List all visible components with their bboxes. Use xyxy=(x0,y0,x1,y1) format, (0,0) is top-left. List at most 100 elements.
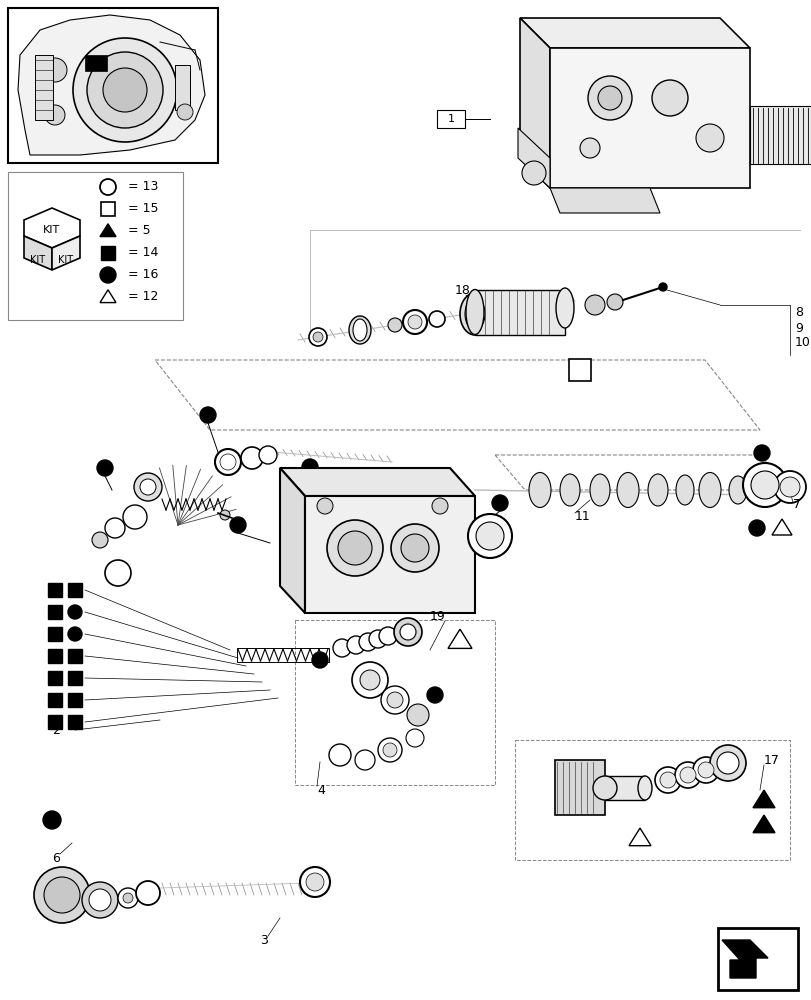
Bar xyxy=(48,605,62,619)
Circle shape xyxy=(779,477,799,497)
Circle shape xyxy=(312,332,323,342)
Bar xyxy=(48,627,62,641)
Text: 2: 2 xyxy=(52,724,60,736)
Polygon shape xyxy=(448,629,471,648)
Text: 4: 4 xyxy=(316,784,324,796)
Circle shape xyxy=(378,738,401,762)
Ellipse shape xyxy=(556,288,573,328)
Circle shape xyxy=(314,482,336,504)
Text: 11: 11 xyxy=(574,510,590,522)
Circle shape xyxy=(333,639,350,657)
Ellipse shape xyxy=(349,316,371,344)
Polygon shape xyxy=(100,224,116,237)
Circle shape xyxy=(97,460,113,476)
Ellipse shape xyxy=(465,298,484,330)
Bar xyxy=(68,715,82,729)
Text: = 5: = 5 xyxy=(128,225,150,237)
Polygon shape xyxy=(721,940,767,978)
Polygon shape xyxy=(52,236,80,270)
Circle shape xyxy=(135,881,160,905)
Polygon shape xyxy=(24,236,52,270)
Bar xyxy=(8,172,182,320)
Circle shape xyxy=(748,520,764,536)
Circle shape xyxy=(467,514,512,558)
Circle shape xyxy=(753,445,769,461)
Bar xyxy=(101,246,115,260)
Text: = 15: = 15 xyxy=(128,202,158,216)
Bar xyxy=(569,359,590,381)
Polygon shape xyxy=(24,208,80,248)
Bar xyxy=(35,55,53,120)
Ellipse shape xyxy=(728,476,746,504)
Circle shape xyxy=(679,767,695,783)
Text: 18: 18 xyxy=(454,284,470,296)
Circle shape xyxy=(521,161,545,185)
Circle shape xyxy=(380,686,409,714)
Circle shape xyxy=(241,447,263,469)
Circle shape xyxy=(220,454,236,470)
Polygon shape xyxy=(771,519,791,535)
Ellipse shape xyxy=(460,293,489,335)
Circle shape xyxy=(428,311,444,327)
Text: = 14: = 14 xyxy=(128,246,158,259)
Text: 17: 17 xyxy=(763,754,779,766)
Ellipse shape xyxy=(647,474,667,506)
Bar xyxy=(48,715,62,729)
Bar xyxy=(474,290,564,335)
Circle shape xyxy=(43,811,61,829)
Polygon shape xyxy=(519,18,549,188)
Text: 3: 3 xyxy=(260,934,268,946)
Polygon shape xyxy=(752,790,774,808)
Bar xyxy=(8,8,217,163)
Circle shape xyxy=(750,471,778,499)
Circle shape xyxy=(122,893,133,903)
Ellipse shape xyxy=(637,776,651,800)
Circle shape xyxy=(100,267,116,283)
Circle shape xyxy=(659,283,666,291)
Circle shape xyxy=(358,633,376,651)
Polygon shape xyxy=(18,15,204,155)
Polygon shape xyxy=(100,290,116,303)
Circle shape xyxy=(431,498,448,514)
Text: 8: 8 xyxy=(794,306,802,320)
Text: 1: 1 xyxy=(447,114,454,124)
Circle shape xyxy=(597,86,621,110)
Bar xyxy=(237,648,328,662)
Polygon shape xyxy=(629,828,650,846)
Bar xyxy=(604,776,644,800)
Bar xyxy=(48,693,62,707)
Circle shape xyxy=(709,745,745,781)
Circle shape xyxy=(299,867,329,897)
Circle shape xyxy=(407,315,422,329)
Circle shape xyxy=(73,38,177,142)
Circle shape xyxy=(259,446,277,464)
Text: 9: 9 xyxy=(794,322,802,334)
Text: = 16: = 16 xyxy=(128,268,158,282)
Circle shape xyxy=(491,495,508,511)
Circle shape xyxy=(43,58,67,82)
Circle shape xyxy=(354,750,375,770)
Circle shape xyxy=(607,294,622,310)
Polygon shape xyxy=(517,128,549,188)
Circle shape xyxy=(692,757,718,783)
Circle shape xyxy=(306,873,324,891)
Bar xyxy=(68,693,82,707)
Text: KIT: KIT xyxy=(43,225,61,235)
Circle shape xyxy=(89,889,111,911)
Text: 6: 6 xyxy=(52,852,60,864)
Circle shape xyxy=(122,505,147,529)
Bar xyxy=(717,928,797,990)
Circle shape xyxy=(402,310,427,334)
Circle shape xyxy=(475,522,504,550)
Circle shape xyxy=(45,105,65,125)
Bar xyxy=(68,649,82,663)
Polygon shape xyxy=(280,468,305,613)
Polygon shape xyxy=(519,18,749,48)
Ellipse shape xyxy=(560,474,579,506)
Polygon shape xyxy=(549,48,749,188)
Circle shape xyxy=(391,524,439,572)
Circle shape xyxy=(387,692,402,708)
Circle shape xyxy=(139,479,156,495)
Bar xyxy=(436,110,465,128)
Circle shape xyxy=(695,124,723,152)
